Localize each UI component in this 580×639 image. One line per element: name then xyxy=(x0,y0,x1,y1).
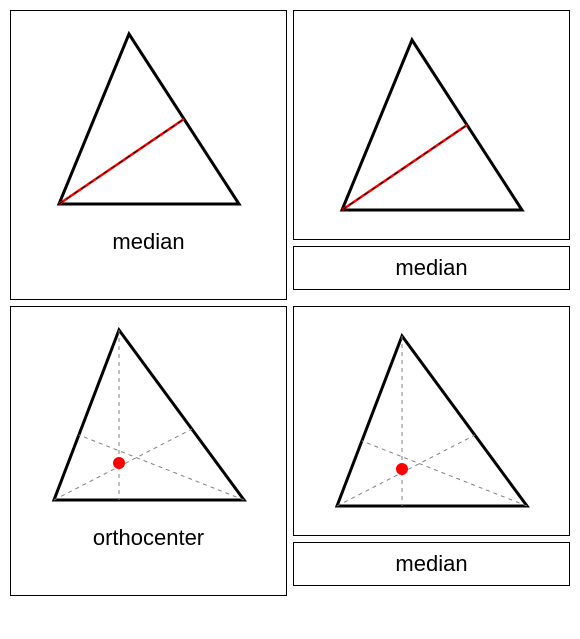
cell-top-right: median xyxy=(293,10,570,300)
cell-bottom-right: median xyxy=(293,306,570,596)
orthocenter-card-full: orthocenter xyxy=(10,306,287,596)
card-caption: orthocenter xyxy=(93,525,204,551)
label-card: median xyxy=(293,542,570,586)
median-figure xyxy=(24,19,274,219)
cell-bottom-left: orthocenter xyxy=(10,306,287,596)
orthocenter-figure xyxy=(24,315,274,515)
orthocenter-figure xyxy=(307,321,557,521)
median-card-full: median xyxy=(10,10,287,300)
cell-top-left: median xyxy=(10,10,287,300)
median-figure xyxy=(307,25,557,225)
card-grid: median median orthocenter xyxy=(10,10,570,596)
card-caption: median xyxy=(112,229,184,255)
orthocenter-figure-card xyxy=(293,306,570,536)
label-card: median xyxy=(293,246,570,290)
median-figure-card xyxy=(293,10,570,240)
